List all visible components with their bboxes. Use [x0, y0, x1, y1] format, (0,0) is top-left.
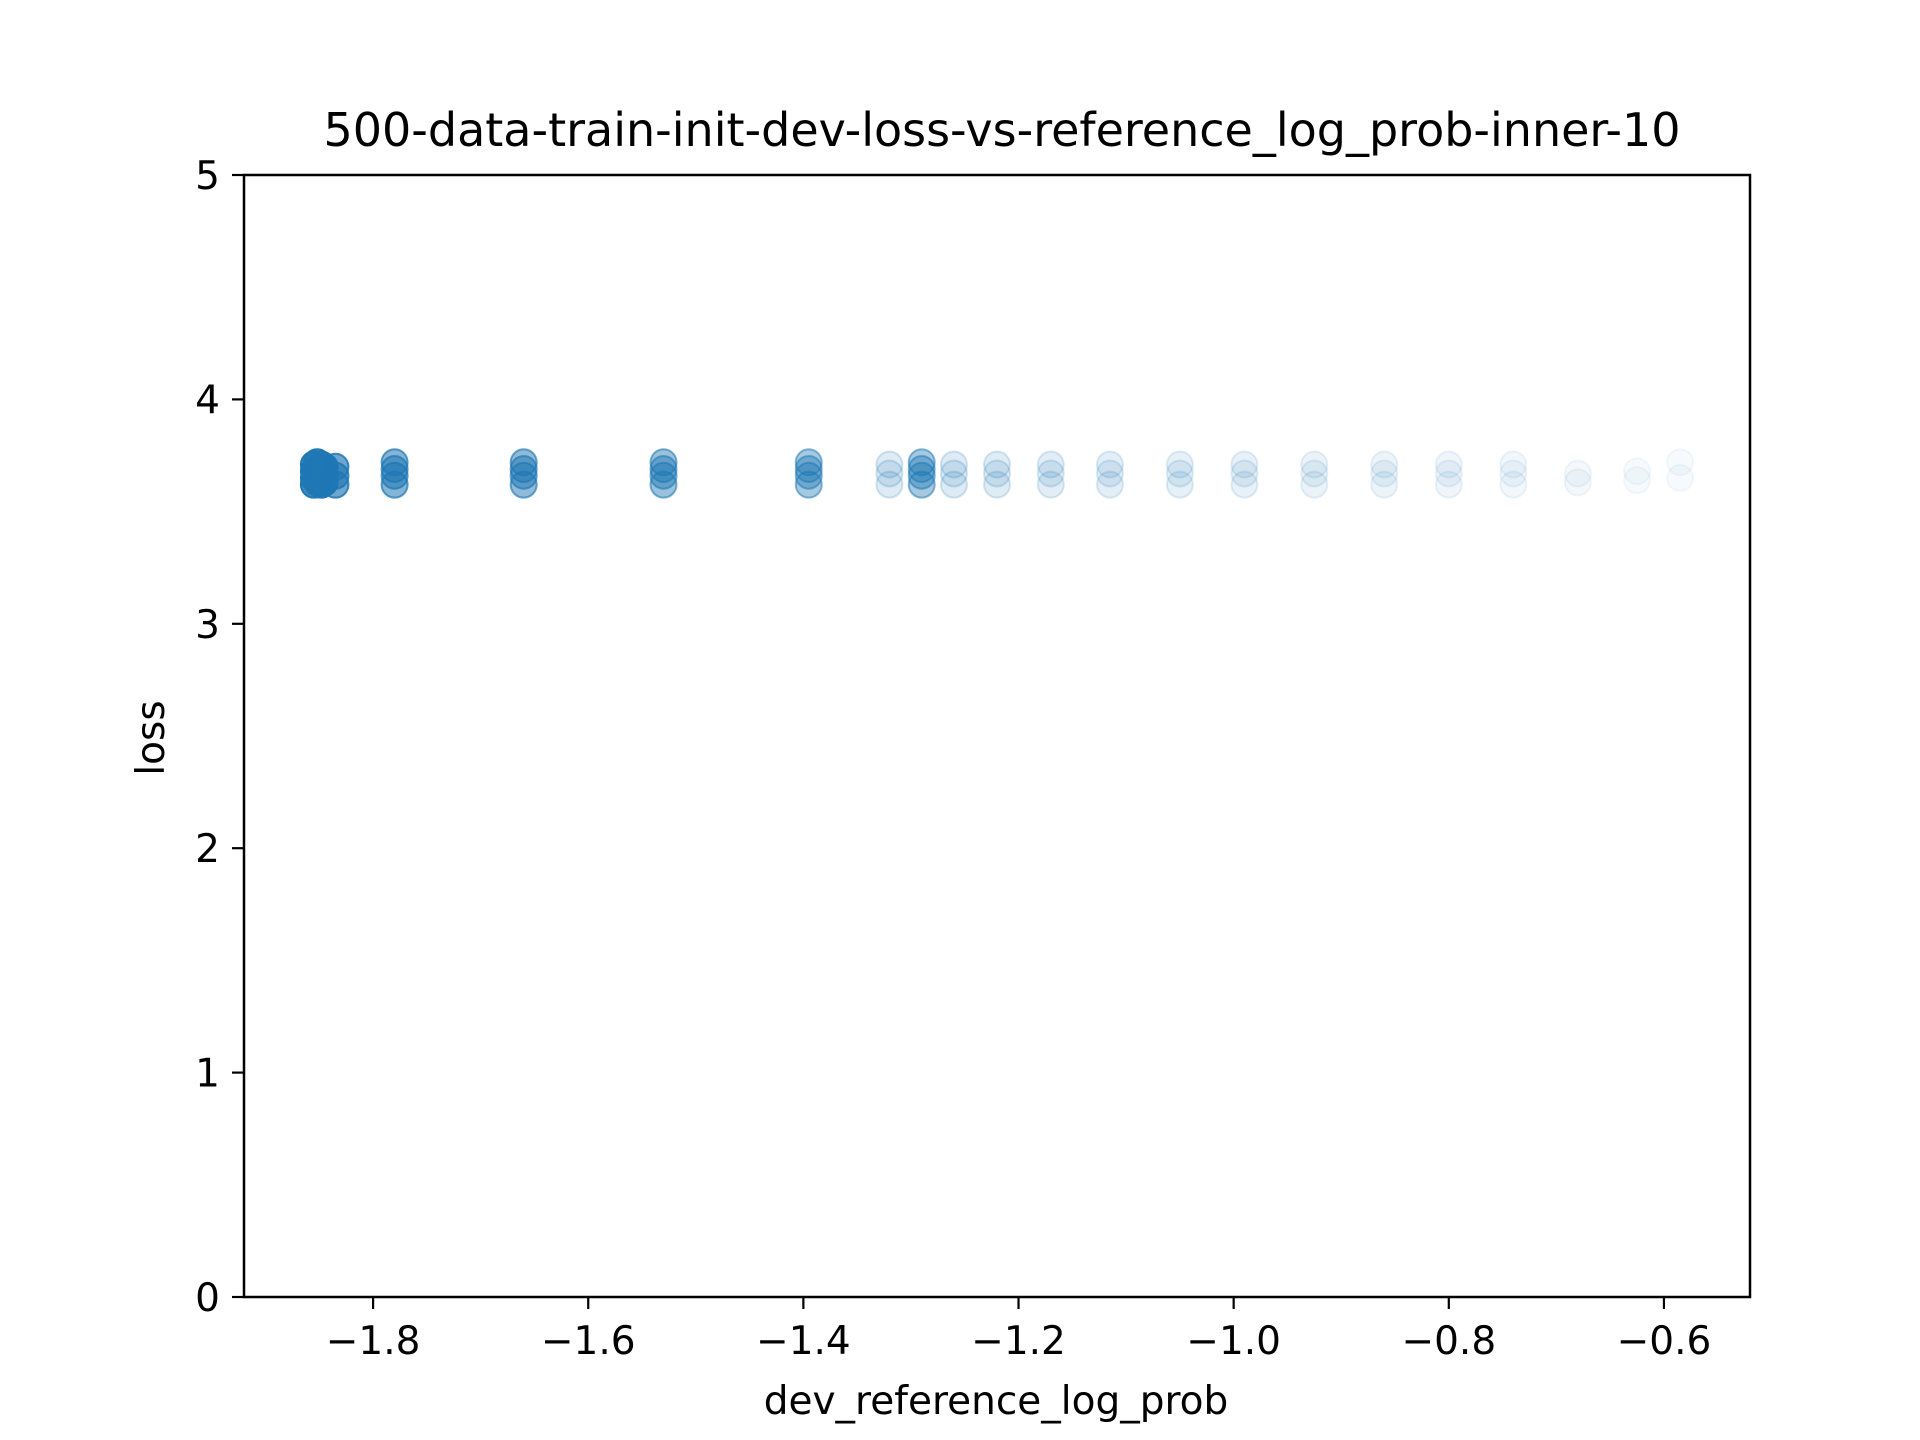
scatter-point [907, 454, 936, 483]
y-tick-label: 1 [195, 1052, 220, 1097]
x-tick-label: −1.6 [541, 1319, 636, 1364]
scatter-point [1095, 470, 1124, 499]
scatter-point [1165, 470, 1194, 499]
scatter-point [1666, 463, 1695, 492]
scatter-point [380, 448, 409, 477]
scatter-point [1434, 470, 1463, 499]
scatter-point [794, 454, 823, 483]
scatter-point [907, 470, 936, 499]
scatter-point [1300, 470, 1329, 499]
scatter-point [1434, 459, 1463, 488]
scatter-point [907, 448, 936, 477]
y-axis: 0 1 2 3 4 5 [195, 154, 244, 1321]
y-tick-label: 4 [195, 378, 220, 423]
scatter-point [649, 470, 678, 499]
x-tick-label: −1.0 [1186, 1319, 1281, 1364]
y-tick-label: 0 [195, 1276, 220, 1321]
scatter-point [983, 450, 1011, 479]
plot-area-frame [242, 173, 1752, 1299]
scatter-point [1095, 450, 1124, 479]
scatter-point [983, 459, 1011, 488]
scatter-point [1036, 470, 1065, 499]
scatter-point [794, 470, 823, 499]
y-tick-label: 3 [195, 603, 220, 648]
scatter-point [1230, 470, 1259, 499]
scatter-point [1370, 450, 1399, 479]
scatter-point [875, 450, 904, 479]
scatter-point [1165, 450, 1194, 479]
scatter-point [983, 470, 1011, 499]
scatter-point [1666, 448, 1695, 477]
scatter-point [649, 454, 678, 483]
scatter-point [939, 470, 968, 499]
x-tick-label: −1.8 [326, 1319, 421, 1364]
x-axis: −1.8 −1.6 −1.4 −1.2 −1.0 −0.8 −0.6 [326, 1297, 1712, 1364]
scatter-point [1165, 459, 1194, 488]
scatter-point [321, 452, 350, 481]
scatter-point [1563, 459, 1592, 488]
scatter-point [1499, 450, 1528, 479]
x-tick-label: −1.2 [971, 1319, 1066, 1364]
scatter-point [1623, 466, 1652, 495]
chart-title: 500-data-train-init-dev-loss-vs-referenc… [323, 103, 1680, 157]
scatter-point [1370, 470, 1399, 499]
x-tick-label: −0.6 [1617, 1319, 1712, 1364]
scatter-point [1036, 450, 1065, 479]
scatter-point [1230, 450, 1259, 479]
y-tick-label: 2 [195, 827, 220, 872]
scatter-point [1230, 459, 1259, 488]
data-points [299, 448, 1695, 499]
scatter-point [794, 448, 823, 477]
scatter-point [1623, 457, 1652, 486]
scatter-point [1036, 459, 1065, 488]
scatter-point [875, 459, 904, 488]
scatter-point [939, 459, 968, 488]
scatter-point [1300, 450, 1329, 479]
y-tick-label: 5 [195, 154, 220, 199]
x-tick-label: −0.8 [1401, 1319, 1496, 1364]
scatter-point [939, 450, 968, 479]
scatter-point [1095, 459, 1124, 488]
scatter-point [509, 448, 538, 477]
x-axis-label: dev_reference_log_prob [764, 1379, 1229, 1424]
scatter-point [1370, 459, 1399, 488]
scatter-point [1499, 470, 1528, 499]
y-axis-label: loss [129, 700, 174, 775]
scatter-point [649, 448, 678, 477]
scatter-point [1434, 450, 1463, 479]
scatter-point [1300, 459, 1329, 488]
scatter-point [875, 470, 904, 499]
scatter-point [1499, 459, 1528, 488]
scatter-point [1563, 468, 1592, 497]
x-tick-label: −1.4 [756, 1319, 851, 1364]
